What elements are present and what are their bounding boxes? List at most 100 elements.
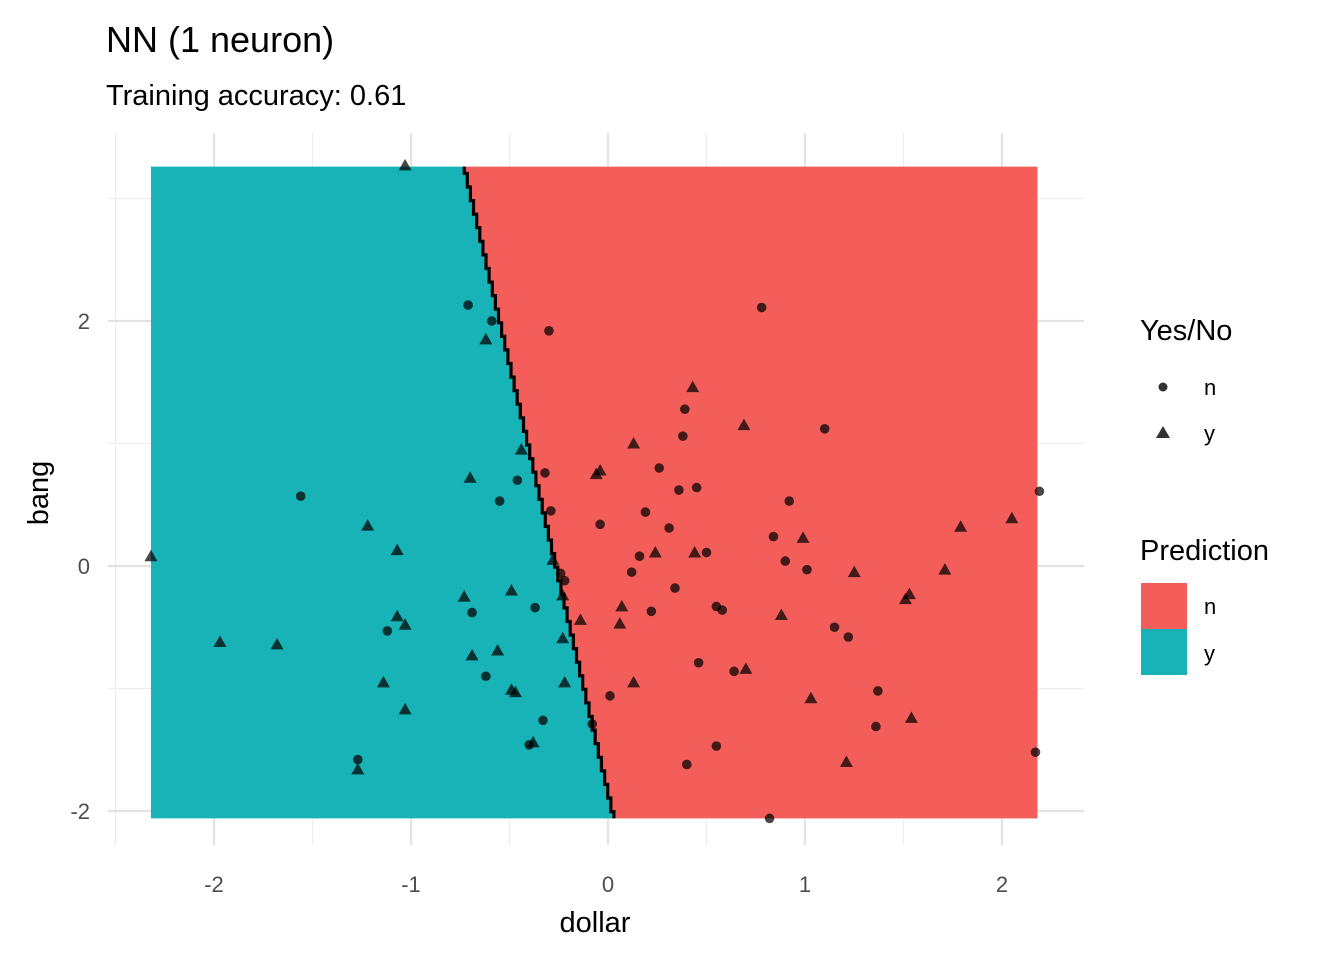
point-n bbox=[843, 632, 854, 642]
point-y bbox=[904, 711, 918, 723]
point-y bbox=[839, 755, 853, 767]
point-n bbox=[802, 564, 812, 575]
point-y bbox=[573, 613, 587, 625]
point-n bbox=[646, 606, 657, 617]
point-y bbox=[556, 588, 570, 601]
decision-boundary bbox=[462, 166, 616, 819]
x-axis-title: dollar bbox=[560, 907, 631, 939]
point-n bbox=[678, 431, 688, 441]
point-n bbox=[1030, 747, 1041, 757]
point-n bbox=[682, 759, 692, 770]
legend-shape-title: Yes/No bbox=[1140, 315, 1232, 347]
legend-fill-label-y: y bbox=[1204, 641, 1215, 666]
point-n bbox=[544, 326, 554, 336]
point-n bbox=[729, 666, 739, 677]
point-n bbox=[654, 463, 665, 473]
point-n bbox=[382, 626, 393, 636]
point-n bbox=[680, 404, 690, 415]
point-n bbox=[634, 551, 645, 561]
point-y bbox=[465, 648, 479, 661]
chart-subtitle: Training accuracy: 0.61 bbox=[106, 80, 406, 112]
point-n bbox=[871, 721, 881, 732]
region-n bbox=[464, 166, 1038, 819]
point-n bbox=[605, 691, 615, 701]
point-n bbox=[873, 686, 883, 696]
point-y bbox=[398, 618, 412, 630]
legend-shape-label-n: n bbox=[1204, 375, 1216, 400]
point-y bbox=[1005, 511, 1019, 524]
point-y bbox=[457, 590, 471, 602]
decision-boundary-line bbox=[462, 166, 616, 819]
point-y bbox=[847, 565, 861, 578]
point-y bbox=[546, 553, 560, 565]
legend-key-y-triangle bbox=[1156, 426, 1170, 438]
point-n bbox=[295, 491, 306, 501]
point-n bbox=[664, 523, 674, 533]
data-points bbox=[144, 158, 1045, 824]
point-y bbox=[774, 608, 788, 620]
point-y bbox=[627, 675, 641, 688]
point-n bbox=[764, 813, 775, 824]
x-tick-label: 1 bbox=[799, 872, 811, 897]
point-n bbox=[693, 657, 704, 668]
point-n bbox=[481, 671, 491, 682]
x-tick-label: 0 bbox=[602, 872, 614, 897]
point-n bbox=[784, 496, 795, 506]
legend-fill-label-n: n bbox=[1204, 594, 1216, 619]
point-y bbox=[804, 691, 818, 704]
point-y bbox=[270, 637, 284, 650]
legend-key-n-swatch bbox=[1141, 583, 1187, 629]
point-y bbox=[589, 467, 603, 480]
point-n bbox=[587, 719, 598, 729]
legend-key-n-circle bbox=[1158, 382, 1168, 392]
point-y bbox=[615, 599, 629, 612]
point-n bbox=[691, 482, 702, 493]
point-y bbox=[796, 531, 810, 543]
axis-ticks: -2 -1 0 1 2 -2 0 2 bbox=[70, 309, 1008, 897]
point-n bbox=[540, 468, 550, 478]
point-n bbox=[555, 568, 566, 579]
point-n bbox=[701, 547, 712, 558]
point-y bbox=[688, 546, 702, 558]
x-tick-label: -1 bbox=[401, 872, 421, 897]
point-y bbox=[213, 635, 227, 647]
point-n bbox=[486, 316, 497, 326]
point-y bbox=[739, 662, 753, 674]
point-y bbox=[686, 380, 700, 393]
point-y bbox=[514, 443, 528, 455]
point-y bbox=[398, 158, 412, 171]
point-y bbox=[627, 437, 641, 449]
point-n bbox=[819, 424, 830, 434]
point-y bbox=[390, 543, 404, 556]
point-y bbox=[463, 471, 477, 483]
y-axis-title: bang bbox=[23, 461, 55, 526]
y-tick-label: -2 bbox=[70, 799, 90, 824]
point-n bbox=[640, 507, 651, 517]
point-n bbox=[711, 741, 722, 751]
point-n bbox=[353, 754, 363, 765]
point-y bbox=[390, 609, 404, 622]
point-y bbox=[144, 549, 158, 562]
point-n bbox=[559, 575, 570, 586]
point-n bbox=[467, 607, 477, 618]
point-n bbox=[829, 622, 840, 633]
point-n bbox=[1034, 486, 1045, 497]
point-y bbox=[558, 675, 572, 688]
chart-title: NN (1 neuron) bbox=[106, 19, 334, 60]
point-y bbox=[351, 762, 365, 775]
point-n bbox=[595, 519, 605, 530]
point-y bbox=[376, 675, 390, 688]
point-n bbox=[530, 602, 540, 613]
point-y bbox=[361, 519, 375, 531]
point-y bbox=[508, 685, 522, 698]
point-n bbox=[463, 300, 473, 310]
point-n bbox=[494, 496, 505, 506]
point-n bbox=[524, 740, 534, 750]
point-y bbox=[504, 584, 518, 596]
point-y bbox=[556, 631, 570, 644]
x-tick-label: 2 bbox=[996, 872, 1008, 897]
point-n bbox=[756, 302, 767, 313]
point-n bbox=[626, 567, 637, 577]
point-n bbox=[674, 485, 684, 495]
point-n bbox=[768, 531, 779, 542]
